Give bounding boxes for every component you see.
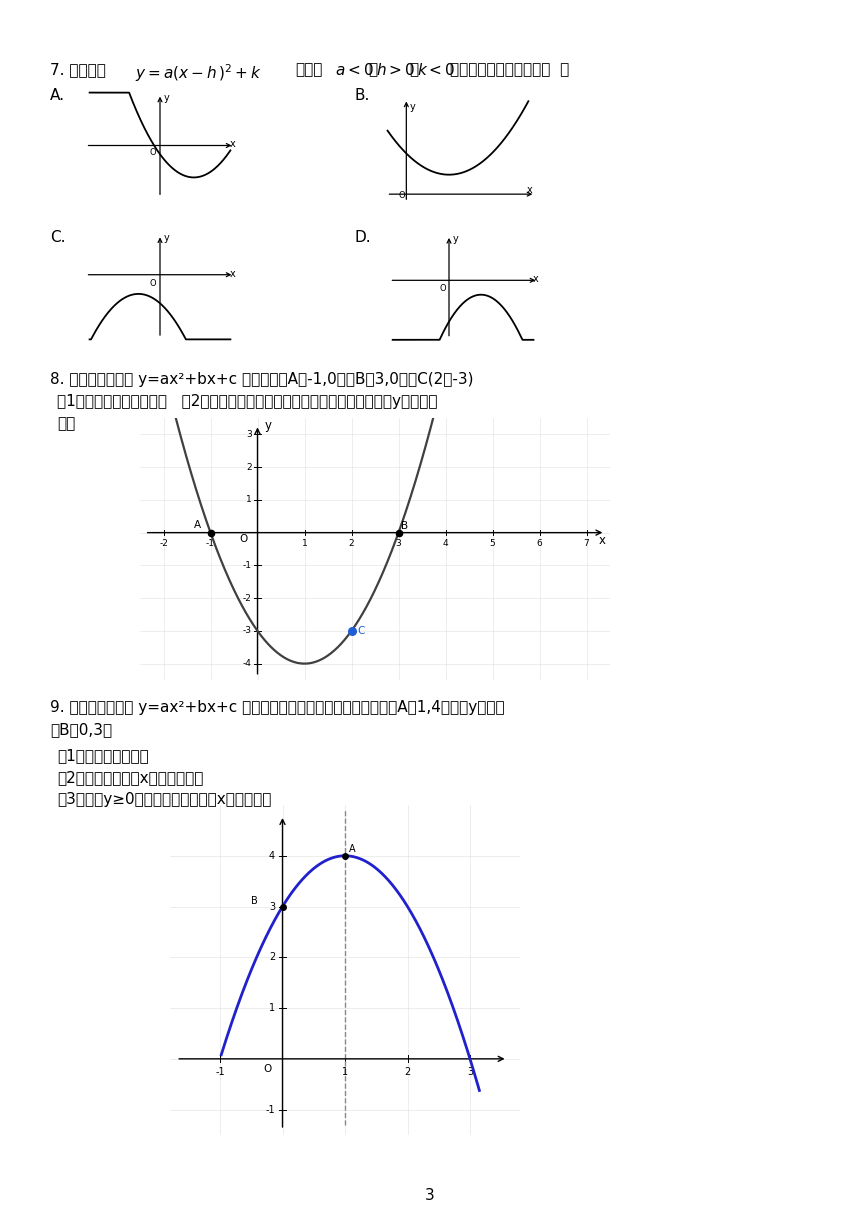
Text: 8. 如图，已知函数 y=ax²+bx+c 的图像过点A（-1,0），B（3,0），C(2，-3): 8. 如图，已知函数 y=ax²+bx+c 的图像过点A（-1,0），B（3,0… <box>50 372 474 387</box>
Text: 3: 3 <box>396 539 402 547</box>
Text: C.: C. <box>50 230 65 244</box>
Text: 1: 1 <box>246 495 252 505</box>
Text: （1）求二次函数的解析式   （2）求二次函数的对称轴，以及顶点坐标，以及与y轴的交点: （1）求二次函数的解析式 （2）求二次函数的对称轴，以及顶点坐标，以及与y轴的交… <box>57 394 438 409</box>
Text: 点B（0,3）: 点B（0,3） <box>50 722 112 737</box>
Text: 7: 7 <box>584 539 589 547</box>
Text: D.: D. <box>355 230 372 244</box>
Text: C: C <box>357 626 365 636</box>
Text: O: O <box>150 148 156 157</box>
Text: 3: 3 <box>269 901 275 912</box>
Text: 3: 3 <box>246 430 252 439</box>
Text: $a < 0$: $a < 0$ <box>335 62 374 78</box>
Text: x: x <box>230 269 236 278</box>
Text: 1: 1 <box>342 1066 348 1077</box>
Text: -3: -3 <box>243 626 252 636</box>
Text: y: y <box>163 233 169 243</box>
Text: 2: 2 <box>348 539 354 547</box>
Text: y: y <box>410 102 415 112</box>
Text: y: y <box>452 233 458 244</box>
Text: -1: -1 <box>215 1066 224 1077</box>
Text: B: B <box>251 896 258 906</box>
Text: 5: 5 <box>489 539 495 547</box>
Text: y: y <box>163 94 169 103</box>
Text: 4: 4 <box>269 851 275 861</box>
Text: 9. 如图，二次函数 y=ax²+bx+c 的部分函数图像，对称轴交函数图像与A（1,4），与y轴交于: 9. 如图，二次函数 y=ax²+bx+c 的部分函数图像，对称轴交函数图像与A… <box>50 700 505 715</box>
Text: 1: 1 <box>302 539 307 547</box>
Text: $k < 0$: $k < 0$ <box>417 62 455 78</box>
Text: 3: 3 <box>467 1066 473 1077</box>
Text: -1: -1 <box>266 1104 275 1115</box>
Text: x: x <box>532 274 538 285</box>
Text: O: O <box>150 278 156 288</box>
Text: A: A <box>194 519 201 530</box>
Text: -1: -1 <box>243 561 252 570</box>
Text: 6: 6 <box>537 539 543 547</box>
Text: 3: 3 <box>425 1188 435 1203</box>
Text: 4: 4 <box>443 539 448 547</box>
Text: （2）求二次函数与x轴的交点坐标: （2）求二次函数与x轴的交点坐标 <box>57 770 203 786</box>
Text: x: x <box>527 185 532 195</box>
Text: B: B <box>401 520 408 530</box>
Text: ，: ， <box>409 62 418 77</box>
Text: $y = a(x - h\/)^2 + k$: $y = a(x - h\/)^2 + k$ <box>135 62 261 84</box>
Text: （1）求函数的解析式: （1）求函数的解析式 <box>57 748 149 762</box>
Text: 2: 2 <box>268 952 275 962</box>
Text: O: O <box>263 1064 271 1074</box>
Text: -2: -2 <box>243 593 252 603</box>
Text: -2: -2 <box>159 539 168 547</box>
Text: -1: -1 <box>206 539 215 547</box>
Text: B.: B. <box>355 88 371 103</box>
Text: A.: A. <box>50 88 65 103</box>
Text: O: O <box>239 535 247 545</box>
Text: x: x <box>599 534 605 547</box>
Text: ，: ， <box>368 62 378 77</box>
Text: 坐标: 坐标 <box>57 416 76 430</box>
Text: 7. 已知函数: 7. 已知函数 <box>50 62 106 77</box>
Text: ，其中: ，其中 <box>295 62 322 77</box>
Text: 2: 2 <box>404 1066 410 1077</box>
Text: A: A <box>349 844 355 854</box>
Text: （3）求当y≥0时，二次函数自变量x的取值范围: （3）求当y≥0时，二次函数自变量x的取值范围 <box>57 792 272 807</box>
Text: 1: 1 <box>269 1003 275 1013</box>
Text: 2: 2 <box>246 462 252 472</box>
Text: -4: -4 <box>243 659 252 668</box>
Text: $h > 0$: $h > 0$ <box>376 62 415 78</box>
Text: O: O <box>439 283 445 293</box>
Text: x: x <box>230 139 236 148</box>
Text: y: y <box>265 420 272 433</box>
Text: O: O <box>399 191 405 199</box>
Text: ，则下列图象正确的是（  ）: ，则下列图象正确的是（ ） <box>450 62 569 77</box>
